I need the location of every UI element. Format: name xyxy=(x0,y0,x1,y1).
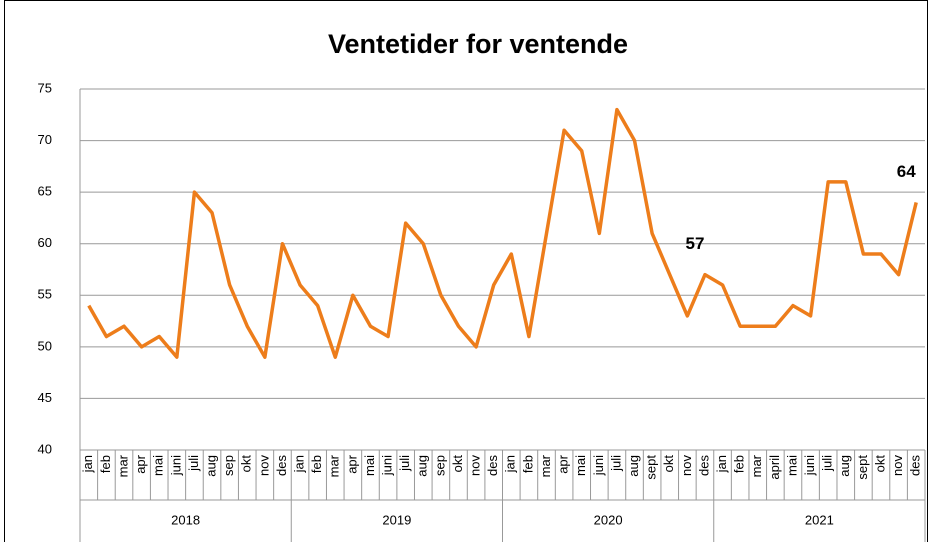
data-label: 57 xyxy=(685,234,704,253)
x-tick-label: aug xyxy=(837,455,852,477)
x-tick-label: jan xyxy=(291,455,306,473)
year-label: 2019 xyxy=(382,512,411,527)
x-tick-label: mar xyxy=(749,454,764,477)
x-tick-label: sept xyxy=(855,455,870,480)
x-tick-label: jan xyxy=(714,455,729,473)
x-tick-label: okt xyxy=(450,455,465,473)
x-tick-label: mai xyxy=(151,455,166,476)
x-tick-label: juli xyxy=(608,455,623,472)
y-tick-label: 55 xyxy=(38,287,52,302)
y-tick-label: 45 xyxy=(38,390,52,405)
y-tick-label: 40 xyxy=(38,441,52,456)
y-tick-label: 75 xyxy=(38,80,52,95)
x-tick-label: aug xyxy=(203,455,218,477)
x-tick-label: mai xyxy=(362,455,377,476)
chart-title: Ventetider for ventende xyxy=(328,29,628,59)
year-label: 2018 xyxy=(171,512,200,527)
x-tick-label: feb xyxy=(732,455,747,473)
x-tick-label: apr xyxy=(556,454,571,473)
data-label: 64 xyxy=(897,162,916,181)
x-tick-label: sep xyxy=(221,455,236,476)
x-tick-label: mar xyxy=(538,454,553,477)
x-tick-label: apr xyxy=(344,454,359,473)
x-tick-label: juni xyxy=(802,455,817,476)
x-tick-label: april xyxy=(767,455,782,480)
year-label: 2020 xyxy=(594,512,623,527)
x-tick-label: juni xyxy=(591,455,606,476)
y-tick-label: 70 xyxy=(38,132,52,147)
y-tick-label: 60 xyxy=(38,235,52,250)
x-tick-label: feb xyxy=(98,455,113,473)
x-tick-label: okt xyxy=(872,455,887,473)
x-tick-label: mar xyxy=(327,454,342,477)
x-tick-label: juni xyxy=(380,455,395,476)
x-tick-label: des xyxy=(274,455,289,476)
x-tick-label: nov xyxy=(890,455,905,476)
x-tick-label: nov xyxy=(468,455,483,476)
x-tick-label: des xyxy=(696,455,711,476)
x-tick-label: jan xyxy=(503,455,518,473)
x-tick-label: mar xyxy=(115,454,130,477)
year-label: 2021 xyxy=(805,512,834,527)
x-tick-label: jan xyxy=(80,455,95,473)
x-tick-label: des xyxy=(908,455,923,476)
x-tick-label: juli xyxy=(186,455,201,472)
x-tick-label: apr xyxy=(133,454,148,473)
y-tick-label: 50 xyxy=(38,338,52,353)
x-tick-label: mai xyxy=(784,455,799,476)
x-tick-label: feb xyxy=(520,455,535,473)
x-tick-label: juli xyxy=(820,455,835,472)
x-tick-label: juli xyxy=(397,455,412,472)
y-tick-label: 65 xyxy=(38,184,52,199)
x-tick-label: mai xyxy=(573,455,588,476)
x-tick-label: sept xyxy=(644,455,659,480)
x-tick-label: nov xyxy=(679,455,694,476)
x-tick-label: des xyxy=(485,455,500,476)
frame xyxy=(4,0,928,542)
x-tick-label: nov xyxy=(256,455,271,476)
x-tick-label: feb xyxy=(309,455,324,473)
x-tick-label: sep xyxy=(432,455,447,476)
x-tick-label: aug xyxy=(626,455,641,477)
line xyxy=(87,107,918,359)
x-tick-label: okt xyxy=(239,455,254,473)
x-tick-label: okt xyxy=(661,455,676,473)
x-tick-label: juni xyxy=(168,455,183,476)
x-tick-label: aug xyxy=(415,455,430,477)
